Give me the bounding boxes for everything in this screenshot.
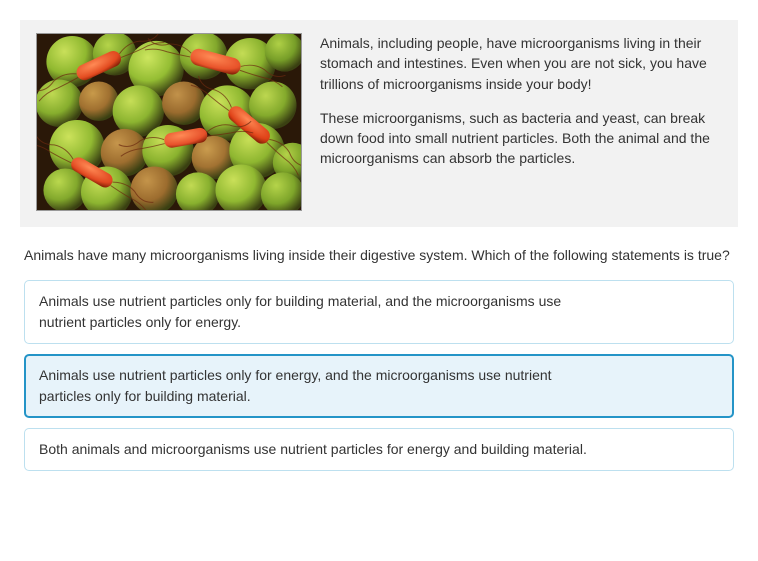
microorganism-image: [36, 33, 302, 211]
question-text: Animals have many microorganisms living …: [24, 245, 734, 266]
answer-choice-2[interactable]: Both animals and microorganisms use nutr…: [24, 428, 734, 471]
answer-choice-text: Both animals and microorganisms use nutr…: [39, 439, 599, 460]
info-panel: Animals, including people, have microorg…: [20, 20, 738, 227]
info-paragraph-1: Animals, including people, have microorg…: [320, 33, 722, 94]
answer-choice-text: Animals use nutrient particles only for …: [39, 365, 599, 407]
info-text: Animals, including people, have microorg…: [320, 33, 722, 211]
answer-choices: Animals use nutrient particles only for …: [20, 280, 738, 471]
answer-choice-text: Animals use nutrient particles only for …: [39, 291, 599, 333]
answer-choice-1[interactable]: Animals use nutrient particles only for …: [24, 354, 734, 418]
info-paragraph-2: These microorganisms, such as bacteria a…: [320, 108, 722, 169]
answer-choice-0[interactable]: Animals use nutrient particles only for …: [24, 280, 734, 344]
